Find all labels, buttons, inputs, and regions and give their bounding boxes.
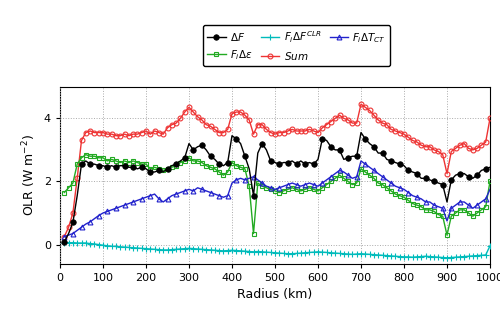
$F_i\Delta F^{CLR}$ xyxy=(315,250,321,254)
$\Delta F$ xyxy=(487,166,493,169)
$F_i\Delta F^{CLR}$ xyxy=(444,256,450,260)
$\Delta F$ xyxy=(457,172,463,175)
$F_i\Delta F^{CLR}$ xyxy=(470,254,476,258)
Y-axis label: OLR (W m$^{-2}$): OLR (W m$^{-2}$) xyxy=(20,134,38,216)
$F_i\Delta F^{CLR}$ xyxy=(457,255,463,259)
$Sum$ xyxy=(315,131,321,135)
$F_i\Delta T_{CT}$ xyxy=(487,188,493,191)
$F_i\Delta\varepsilon$ xyxy=(62,191,68,194)
$Sum$ xyxy=(358,102,364,106)
$F_i\Delta\varepsilon$ xyxy=(164,167,170,171)
Line: $Sum$: $Sum$ xyxy=(62,102,492,239)
Legend: $\Delta F$, $F_i\Delta\varepsilon$, $F_i\Delta F^{CLR}$, $Sum$, $F_i\Delta T_{CT: $\Delta F$, $F_i\Delta\varepsilon$, $F_i… xyxy=(202,25,390,66)
$F_i\Delta T_{CT}$ xyxy=(358,159,364,163)
$F_i\Delta F^{CLR}$ xyxy=(62,241,68,245)
$Sum$ xyxy=(62,235,68,238)
$\Delta F$ xyxy=(470,176,476,180)
$F_i\Delta T_{CT}$ xyxy=(280,184,286,188)
$F_i\Delta F^{CLR}$ xyxy=(487,244,493,248)
$F_i\Delta\varepsilon$ xyxy=(474,211,480,215)
Line: $F_i\Delta\varepsilon$: $F_i\Delta\varepsilon$ xyxy=(62,152,492,237)
$Sum$ xyxy=(160,132,166,136)
$F_i\Delta\varepsilon$ xyxy=(444,233,450,237)
$\Delta F$ xyxy=(160,170,166,174)
$F_i\Delta T_{CT}$ xyxy=(470,206,476,210)
$F_i\Delta T_{CT}$ xyxy=(315,184,321,188)
X-axis label: Radius (km): Radius (km) xyxy=(238,288,312,301)
$F_i\Delta T_{CT}$ xyxy=(143,195,149,199)
$F_i\Delta F^{CLR}$ xyxy=(280,251,286,255)
$Sum$ xyxy=(457,143,463,147)
$\Delta F$ xyxy=(280,161,286,164)
$F_i\Delta\varepsilon$ xyxy=(285,188,291,191)
$F_i\Delta\varepsilon$ xyxy=(83,153,89,157)
Line: $F_i\Delta F^{CLR}$: $F_i\Delta F^{CLR}$ xyxy=(62,240,493,261)
$F_i\Delta T_{CT}$ xyxy=(62,235,68,238)
$Sum$ xyxy=(280,131,286,135)
Line: $\Delta F$: $\Delta F$ xyxy=(62,130,493,245)
$Sum$ xyxy=(487,117,493,120)
$F_i\Delta T_{CT}$ xyxy=(457,200,463,204)
$\Delta F$ xyxy=(315,157,321,161)
$\Delta F$ xyxy=(62,240,68,244)
$Sum$ xyxy=(470,148,476,152)
$F_i\Delta F^{CLR}$ xyxy=(143,247,149,250)
$F_i\Delta F^{CLR}$ xyxy=(160,248,166,252)
$\Delta F$ xyxy=(143,167,149,171)
$Sum$ xyxy=(143,129,149,133)
$F_i\Delta\varepsilon$ xyxy=(487,179,493,183)
Line: $F_i\Delta T_{CT}$: $F_i\Delta T_{CT}$ xyxy=(62,158,492,239)
$F_i\Delta\varepsilon$ xyxy=(320,186,326,190)
$F_i\Delta\varepsilon$ xyxy=(148,167,154,171)
$F_i\Delta\varepsilon$ xyxy=(461,208,467,212)
$F_i\Delta T_{CT}$ xyxy=(160,200,166,204)
$\Delta F$ xyxy=(358,131,364,135)
